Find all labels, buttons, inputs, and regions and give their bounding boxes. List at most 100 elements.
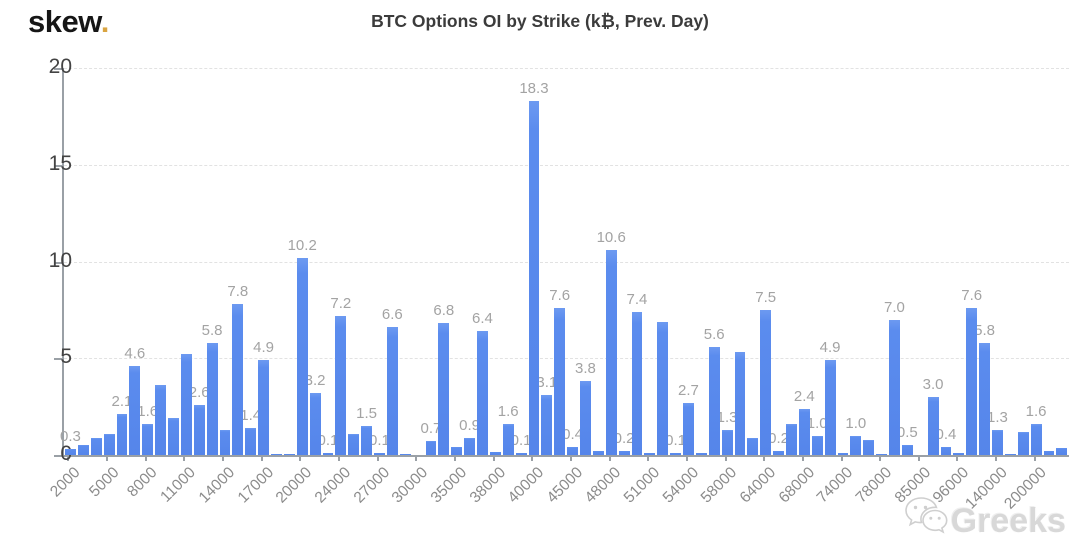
y-tick-label-15: 15 <box>48 151 72 175</box>
x-tick-mark <box>879 455 882 461</box>
x-tick-label: 58000 <box>698 464 741 507</box>
bar-slot-34: 1.6 <box>498 68 519 455</box>
bar <box>271 454 282 455</box>
bar-slot-26 <box>399 68 411 455</box>
bar-slot-36: 18.3 <box>519 68 549 455</box>
bar-data-label: 3.8 <box>575 360 596 378</box>
bar-slot-50: 5.6 <box>704 68 725 455</box>
bar <box>992 429 1003 455</box>
bar-data-label: 7.5 <box>755 288 777 306</box>
plot-area: 0.3 2.1 4.6 1.6 2.6 5.8 7.8 1.4 4.9 10.2 3.2 0.1 7.2… <box>54 68 1069 457</box>
gridline-y-10 <box>64 261 1069 263</box>
bar-slot-35: 0.1 <box>511 68 531 455</box>
bar-slot-42: 10.6 <box>597 68 626 455</box>
bar-slot-68: 0.4 <box>936 68 956 455</box>
bar <box>142 424 154 455</box>
x-tick-mark <box>724 455 727 461</box>
bar-data-label: 10.6 <box>596 228 626 246</box>
bar-data-label: 3.0 <box>922 375 944 393</box>
bar <box>180 354 192 455</box>
bar-data-label: 5.6 <box>703 325 725 343</box>
bar <box>386 327 398 455</box>
bar-data-label: 5.8 <box>974 321 995 339</box>
watermark: Greeks <box>903 494 1066 541</box>
x-tick-label: 68000 <box>775 464 818 507</box>
y-tick-label-10: 10 <box>48 248 72 272</box>
bar-slot-69 <box>953 68 965 455</box>
bar-slot-41 <box>592 68 604 455</box>
bar-data-label: 2.7 <box>678 381 699 399</box>
bar-slot-37: 3.1 <box>536 68 557 455</box>
y-tick-mark <box>54 164 62 167</box>
x-tick-label: 54000 <box>659 464 702 507</box>
x-tick-label: 45000 <box>543 464 586 507</box>
bar <box>219 429 231 455</box>
bar <box>348 433 360 455</box>
bar <box>554 307 566 455</box>
bar-slot-30 <box>451 68 463 455</box>
bar-slot-8 <box>168 68 179 455</box>
bar-slot-51: 1.3 <box>717 68 737 455</box>
bar-slot-49 <box>695 68 707 455</box>
x-tick-label: 11000 <box>157 464 200 506</box>
bar-slot-47: 0.1 <box>665 68 686 455</box>
bar-data-label: 1.0 <box>806 414 828 432</box>
x-tick-label: 38000 <box>466 464 509 507</box>
bar-data-label: 4.9 <box>819 339 841 357</box>
bar <box>322 453 334 455</box>
bar <box>618 451 630 455</box>
bar <box>309 393 321 455</box>
bar-data-label: 2.1 <box>111 393 133 411</box>
bar-slot-2 <box>90 68 102 455</box>
bar-slot-71: 5.8 <box>974 68 995 455</box>
bar <box>193 404 205 455</box>
bar-data-label: 3.1 <box>536 374 558 392</box>
bar-slot-59: 4.9 <box>820 68 840 455</box>
x-tick-label: 30000 <box>388 464 432 507</box>
bar <box>979 342 990 455</box>
x-tick-mark <box>531 455 534 461</box>
bar-slot-48: 2.7 <box>678 68 699 455</box>
x-tick-mark <box>763 455 766 461</box>
bar-data-label: 2.4 <box>793 387 815 405</box>
x-tick-label: 17000 <box>234 464 277 507</box>
bar-slot-61: 1.0 <box>845 68 866 455</box>
bar <box>876 454 887 455</box>
bar <box>438 323 450 455</box>
bar <box>927 396 939 455</box>
bar <box>541 395 553 455</box>
bar <box>940 447 952 455</box>
bar-slot-16 <box>271 68 282 455</box>
bar <box>734 352 746 455</box>
bar <box>283 454 295 455</box>
bar-slot-58: 1.0 <box>807 68 828 455</box>
bar-slot-0: 0.3 <box>60 68 81 455</box>
x-tick-mark <box>299 455 302 461</box>
bar-data-label: 7.8 <box>227 283 249 301</box>
bar-slot-15: 4.9 <box>253 68 274 455</box>
bar-data-label: 7.0 <box>884 298 905 316</box>
bar <box>708 346 720 455</box>
bar-data-label: 5.8 <box>201 321 223 339</box>
bar-slot-4: 2.1 <box>112 68 132 455</box>
x-tick-mark <box>222 455 225 461</box>
x-tick-mark <box>144 455 147 461</box>
x-tick-mark <box>338 455 341 461</box>
bar-data-label: 7.6 <box>961 286 983 304</box>
bar <box>1004 454 1016 455</box>
bar-data-label: 0.1 <box>665 432 686 450</box>
bar-slot-24: 0.1 <box>369 68 390 455</box>
skew-logo-dot: . <box>100 4 110 39</box>
x-tick-label: 2000 <box>47 464 84 501</box>
y-tick-mark <box>54 68 62 70</box>
bar-data-label: 7.6 <box>549 286 571 304</box>
bar <box>811 435 823 455</box>
bar-slot-23: 1.5 <box>356 68 377 455</box>
x-tick-mark <box>801 455 804 461</box>
bar <box>953 453 965 455</box>
bar-slot-74 <box>1017 68 1029 455</box>
wechat-icon <box>903 494 949 541</box>
bar-slot-63 <box>876 68 887 455</box>
x-tick-mark <box>1033 455 1036 461</box>
